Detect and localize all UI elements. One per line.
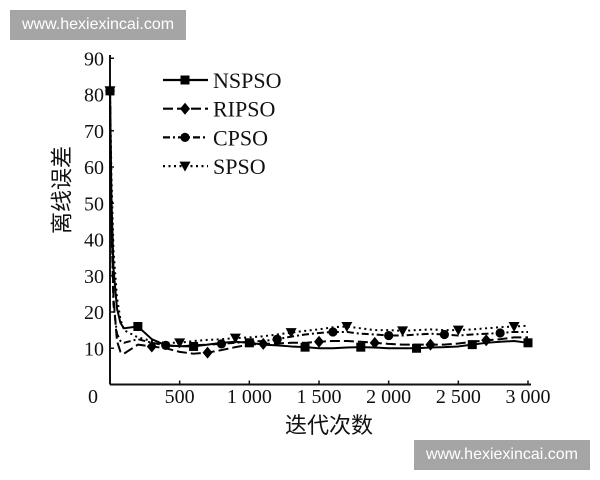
data-point-cpso — [328, 327, 338, 337]
legend-item-nspso: NSPSO — [163, 68, 281, 93]
x-tick-label: 3 000 — [506, 386, 551, 408]
x-tick-label: 0 — [88, 386, 98, 408]
data-point-cpso — [384, 330, 394, 341]
y-tick-label: 10 — [84, 338, 104, 360]
data-point-ripso — [314, 335, 324, 348]
legend: NSPSO RIPSO CPSO SPSO — [163, 68, 281, 179]
data-point-cpso — [495, 328, 505, 338]
data-point-nspso — [523, 338, 533, 348]
legend-marker-cpso — [180, 132, 190, 142]
y-tick-label: 40 — [84, 230, 104, 252]
y-axis-title: 离线误差 — [51, 146, 76, 234]
series-line-nspso — [109, 90, 529, 350]
x-tick-label: 2 000 — [366, 386, 411, 408]
legend-marker-ripso — [180, 102, 190, 115]
series-group — [104, 84, 533, 359]
x-tick-label: 500 — [165, 386, 195, 408]
data-point-ripso — [258, 337, 269, 350]
watermark-bottom: www.hexiexincai.com — [413, 440, 590, 470]
y-tick-label: 70 — [84, 121, 104, 143]
legend-item-ripso: RIPSO — [163, 97, 275, 122]
data-point-cpso — [216, 339, 227, 349]
data-point-spso — [397, 326, 409, 337]
x-tick-label: 1 500 — [297, 386, 342, 408]
series-nspso — [105, 86, 533, 353]
data-point-spso — [285, 328, 297, 339]
legend-label-spso: SPSO — [213, 154, 266, 179]
legend-marker-spso — [179, 161, 191, 172]
series-line-spso — [109, 90, 529, 344]
x-tick-label: 1 000 — [227, 386, 272, 408]
watermark-top: www.hexiexincai.com — [10, 10, 187, 40]
legend-label-nspso: NSPSO — [213, 68, 281, 93]
data-point-spso — [508, 322, 520, 332]
series-line-ripso — [109, 90, 528, 355]
data-point-cpso — [272, 334, 282, 344]
data-point-spso — [229, 333, 241, 344]
legend-item-cpso: CPSO — [163, 125, 268, 150]
axis-ticks: 10 20 30 40 50 60 70 80 90 0 500 1 000 1 500 2 000 2 5… — [84, 48, 551, 408]
legend-marker-nspso — [180, 75, 190, 85]
y-tick-label: 50 — [84, 193, 104, 215]
x-axis-title: 迭代次数 — [285, 414, 373, 439]
data-point-nspso — [244, 338, 254, 348]
data-point-spso — [452, 325, 464, 336]
data-point-ripso — [425, 338, 436, 351]
series-ripso — [105, 84, 528, 359]
y-tick-label: 80 — [84, 85, 104, 107]
data-point-nspso — [356, 342, 366, 352]
data-point-spso — [104, 86, 116, 97]
data-point-spso — [174, 338, 186, 349]
data-point-ripso — [369, 336, 380, 349]
y-tick-label: 30 — [84, 266, 104, 288]
y-tick-label: 20 — [84, 302, 104, 324]
y-tick-label: 60 — [84, 157, 104, 179]
data-point-nspso — [412, 343, 422, 353]
data-point-ripso — [481, 334, 492, 347]
x-tick-label: 2 500 — [436, 386, 481, 408]
data-point-cpso — [439, 329, 449, 340]
data-point-spso — [341, 322, 353, 332]
legend-label-cpso: CPSO — [213, 125, 268, 150]
data-point-nspso — [133, 322, 143, 331]
data-point-nspso — [189, 341, 199, 351]
series-line-cpso — [109, 90, 528, 348]
legend-item-spso: SPSO — [163, 154, 266, 179]
data-point-nspso — [467, 340, 477, 350]
legend-label-ripso: RIPSO — [213, 97, 275, 122]
y-tick-label: 90 — [84, 48, 104, 70]
data-point-ripso — [202, 346, 213, 359]
data-point-nspso — [300, 342, 310, 352]
series-spso — [104, 86, 529, 349]
series-cpso — [105, 86, 528, 350]
